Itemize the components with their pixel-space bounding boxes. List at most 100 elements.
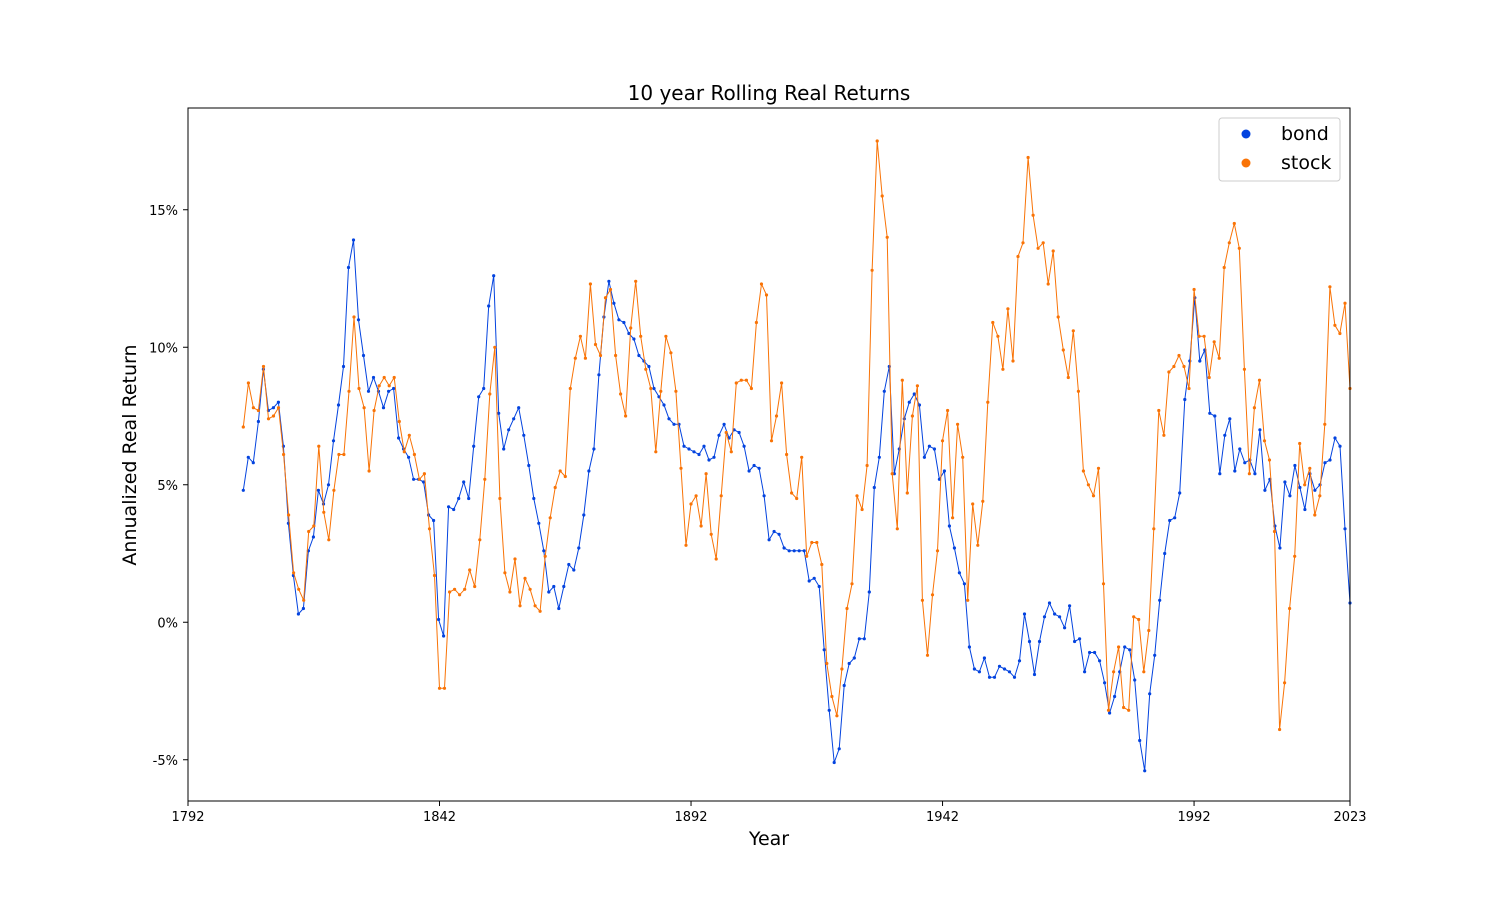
data-point-stock	[966, 598, 970, 602]
data-point-bond	[1293, 463, 1297, 468]
data-point-bond	[296, 612, 300, 616]
data-point-stock	[1288, 606, 1292, 611]
y-tick-label: 5%	[157, 479, 178, 494]
data-point-stock	[981, 499, 985, 503]
data-point-stock	[795, 496, 799, 501]
data-point-bond	[622, 320, 626, 325]
data-point-stock	[855, 494, 859, 498]
data-point-stock	[427, 527, 432, 531]
data-point-bond	[812, 576, 816, 580]
data-point-stock	[553, 485, 557, 490]
data-point-stock	[312, 524, 316, 528]
data-point-bond	[1303, 507, 1307, 512]
data-point-stock	[307, 529, 311, 534]
data-point-stock	[1283, 681, 1287, 685]
y-tick-label: 0%	[157, 616, 178, 631]
data-point-bond	[947, 524, 952, 528]
data-point-bond	[1017, 659, 1022, 663]
data-point-stock	[1026, 155, 1030, 160]
data-point-bond	[1088, 650, 1092, 655]
data-point-bond	[1228, 417, 1232, 421]
data-point-stock	[709, 532, 713, 536]
data-point-stock	[1323, 422, 1327, 426]
data-point-bond	[792, 549, 796, 553]
data-point-stock	[890, 472, 894, 476]
data-point-bond	[381, 406, 386, 410]
data-point-bond	[1058, 615, 1062, 619]
data-point-bond	[1012, 675, 1017, 679]
data-point-stock	[1071, 329, 1075, 333]
data-point-bond	[532, 496, 536, 501]
data-point-stock	[1137, 617, 1141, 622]
data-point-bond	[507, 428, 511, 432]
data-point-bond	[1343, 527, 1347, 531]
data-point-stock	[1117, 645, 1121, 649]
data-point-bond	[542, 549, 546, 553]
y-axis-label: Annualized Real Return	[119, 344, 141, 565]
data-point-bond	[447, 505, 451, 509]
legend-label-stock: stock	[1281, 152, 1331, 174]
data-point-stock	[714, 557, 718, 561]
data-point-stock	[1313, 513, 1317, 517]
data-point-stock	[598, 353, 603, 358]
data-point-stock	[448, 590, 452, 594]
y-axis-ticks: -5% 0% 5% 10% 15%	[149, 204, 188, 769]
data-point-stock	[1167, 370, 1171, 374]
data-point-bond	[457, 496, 461, 501]
data-point-bond	[692, 450, 696, 454]
data-point-bond	[1238, 447, 1242, 451]
data-point-bond	[752, 463, 756, 468]
data-point-bond	[477, 395, 481, 399]
data-point-bond	[672, 422, 676, 426]
data-point-bond	[707, 458, 711, 462]
data-point-bond	[717, 433, 721, 437]
data-point-bond	[837, 747, 841, 751]
data-point-stock	[900, 378, 904, 382]
data-point-bond	[407, 455, 411, 459]
data-point-stock	[256, 408, 260, 413]
x-tick-label: 1992	[1178, 810, 1211, 825]
data-point-stock	[910, 414, 915, 418]
data-point-bond	[697, 452, 701, 457]
data-point-stock	[432, 573, 437, 578]
data-point-stock	[533, 604, 537, 608]
data-point-bond	[587, 469, 591, 473]
data-point-stock	[1096, 466, 1101, 470]
series-line-bond	[242, 239, 1351, 771]
data-point-bond	[767, 538, 771, 542]
data-point-bond	[582, 513, 586, 517]
data-point-bond	[1313, 488, 1317, 492]
data-point-bond	[336, 403, 341, 407]
data-point-stock	[317, 444, 321, 448]
data-point-stock	[387, 384, 391, 388]
data-point-bond	[857, 637, 861, 641]
data-point-stock	[704, 472, 708, 476]
data-point-stock	[935, 549, 940, 553]
data-point-stock	[1041, 241, 1045, 245]
data-point-stock	[1142, 670, 1146, 674]
data-point-stock	[754, 320, 759, 325]
data-point-bond	[241, 488, 245, 492]
y-tick-label: 15%	[149, 204, 178, 219]
data-point-stock	[991, 320, 995, 325]
data-point-stock	[332, 488, 336, 492]
data-point-stock	[996, 334, 1000, 338]
data-point-bond	[1143, 769, 1147, 773]
data-point-stock	[513, 557, 517, 561]
data-point-stock	[1232, 221, 1236, 226]
data-point-stock	[674, 389, 678, 393]
data-point-bond	[271, 406, 275, 410]
data-point-stock	[568, 386, 572, 391]
data-point-bond	[1168, 518, 1172, 523]
data-point-stock	[1267, 458, 1272, 462]
data-point-stock	[724, 430, 728, 435]
data-point-bond	[937, 477, 942, 481]
data-point-bond	[972, 667, 977, 671]
data-point-bond	[722, 422, 726, 426]
data-point-stock	[769, 439, 774, 443]
data-point-bond	[982, 656, 987, 660]
data-point-stock	[266, 417, 271, 421]
data-point-stock	[342, 452, 346, 457]
data-point-stock	[930, 593, 935, 597]
